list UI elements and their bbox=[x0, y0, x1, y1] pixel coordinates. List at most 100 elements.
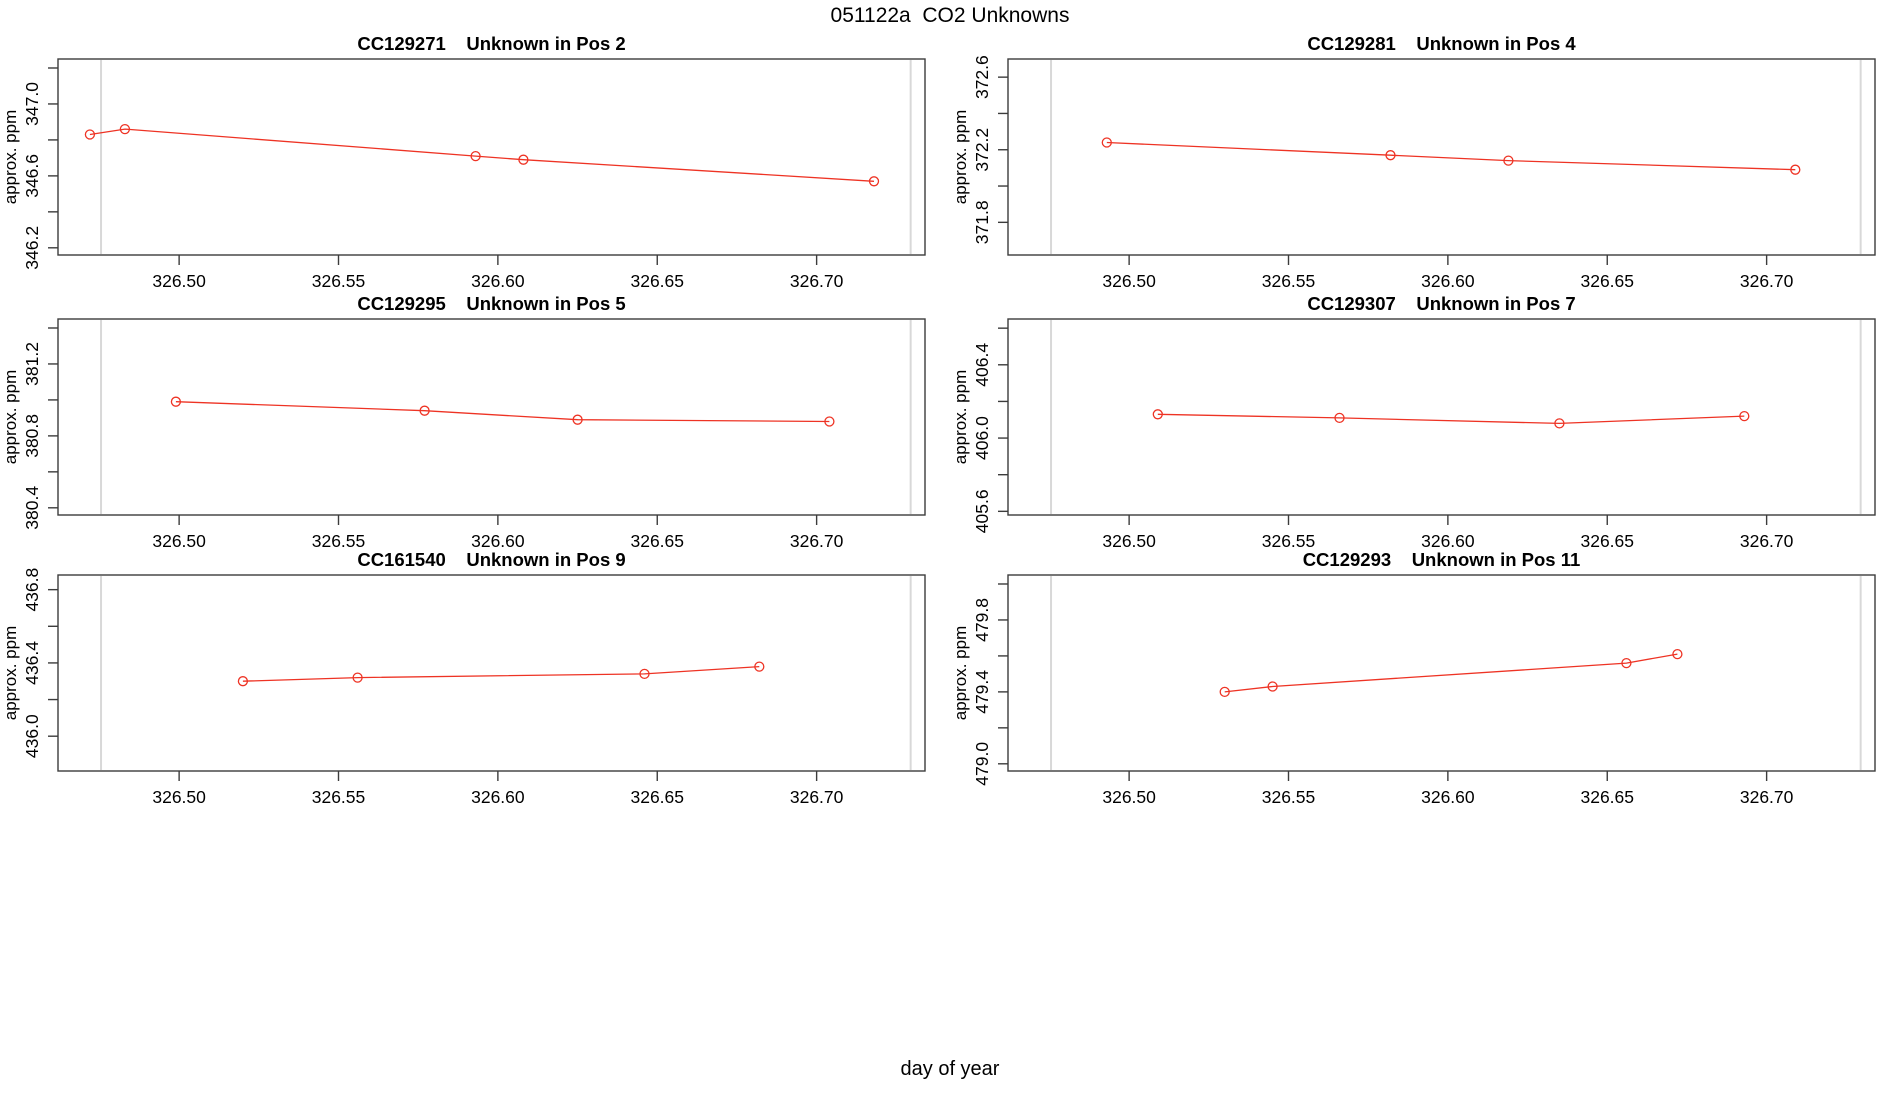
figure-title: 051122a CO2 Unknowns bbox=[830, 4, 1070, 27]
y-axis-title: approx. ppm bbox=[951, 110, 970, 205]
data-line bbox=[175, 401, 830, 423]
y-tick-label: 436.0 bbox=[22, 714, 42, 758]
x-tick-label: 326.60 bbox=[471, 531, 525, 551]
x-tick-label: 326.55 bbox=[1262, 531, 1316, 551]
data-point bbox=[119, 123, 131, 135]
y-tick-label: 372.2 bbox=[972, 128, 992, 172]
x-tick-label: 326.70 bbox=[1740, 531, 1794, 551]
data-point bbox=[1621, 657, 1632, 669]
data-point bbox=[1152, 409, 1163, 420]
data-point bbox=[84, 129, 96, 140]
data-point bbox=[824, 416, 835, 427]
data-point bbox=[572, 414, 583, 425]
data-point bbox=[754, 661, 765, 672]
panel-title: CC129271 Unknown in Pos 2 bbox=[357, 33, 625, 54]
data-point bbox=[419, 405, 430, 416]
x-tick-label: 326.60 bbox=[471, 271, 525, 291]
data-line bbox=[1157, 413, 1745, 425]
x-tick-label: 326.65 bbox=[630, 787, 684, 807]
y-tick-label: 406.0 bbox=[972, 416, 992, 460]
y-tick-label: 436.4 bbox=[22, 641, 42, 685]
panel-box bbox=[57, 318, 926, 516]
data-point bbox=[470, 150, 481, 162]
data-point bbox=[1672, 648, 1683, 660]
x-tick-label: 326.65 bbox=[1580, 787, 1634, 807]
data-point bbox=[352, 672, 363, 683]
data-point bbox=[237, 676, 249, 687]
x-tick-label: 326.50 bbox=[1102, 531, 1156, 551]
y-tick-label: 346.2 bbox=[22, 226, 42, 270]
data-line bbox=[89, 128, 875, 182]
panel-box bbox=[57, 574, 926, 772]
panel-title: CC129293 Unknown in Pos 11 bbox=[1303, 549, 1581, 570]
data-point bbox=[1503, 155, 1514, 166]
x-tick-label: 326.60 bbox=[471, 787, 525, 807]
y-tick-label: 346.6 bbox=[22, 154, 42, 198]
x-tick-label: 326.65 bbox=[630, 531, 684, 551]
x-axis-title: day of year bbox=[900, 1058, 1000, 1080]
y-axis-title: approx. ppm bbox=[1, 110, 20, 205]
y-axis-title: approx. ppm bbox=[1, 626, 20, 721]
x-tick-label: 326.50 bbox=[152, 271, 206, 291]
data-point bbox=[1554, 418, 1565, 429]
y-tick-label: 479.8 bbox=[972, 598, 992, 642]
x-tick-label: 326.65 bbox=[1580, 271, 1634, 291]
x-tick-label: 326.70 bbox=[1740, 271, 1794, 291]
y-tick-label: 479.0 bbox=[972, 742, 992, 786]
x-tick-label: 326.50 bbox=[152, 787, 206, 807]
data-point bbox=[1385, 150, 1396, 161]
x-tick-label: 326.70 bbox=[790, 531, 844, 551]
data-line bbox=[1106, 141, 1796, 171]
data-point bbox=[868, 176, 880, 187]
panel-title: CC129307 Unknown in Pos 7 bbox=[1307, 293, 1575, 314]
x-tick-label: 326.70 bbox=[790, 271, 844, 291]
y-axis-title: approx. ppm bbox=[951, 370, 970, 465]
data-line bbox=[1224, 653, 1678, 693]
y-tick-label: 380.4 bbox=[22, 486, 42, 530]
panel-box bbox=[1007, 574, 1876, 772]
data-point bbox=[170, 396, 182, 407]
data-point bbox=[518, 154, 529, 165]
y-tick-label: 371.8 bbox=[972, 200, 992, 244]
x-tick-label: 326.65 bbox=[1580, 531, 1634, 551]
data-point bbox=[1219, 686, 1230, 698]
x-tick-label: 326.60 bbox=[1421, 531, 1475, 551]
x-tick-label: 326.50 bbox=[1102, 787, 1156, 807]
x-tick-label: 326.55 bbox=[312, 271, 366, 291]
data-point bbox=[1739, 410, 1750, 422]
y-tick-label: 436.8 bbox=[22, 568, 42, 612]
x-tick-label: 326.55 bbox=[1262, 787, 1316, 807]
x-tick-label: 326.60 bbox=[1421, 271, 1475, 291]
x-tick-label: 326.70 bbox=[1740, 787, 1794, 807]
x-tick-label: 326.65 bbox=[630, 271, 684, 291]
panel-title: CC129281 Unknown in Pos 4 bbox=[1307, 33, 1576, 54]
y-tick-label: 406.4 bbox=[972, 343, 992, 387]
panel-title: CC129295 Unknown in Pos 5 bbox=[357, 293, 625, 314]
x-tick-label: 326.60 bbox=[1421, 787, 1475, 807]
x-tick-label: 326.50 bbox=[152, 531, 206, 551]
y-axis-title: approx. ppm bbox=[1, 370, 20, 465]
panel-box bbox=[57, 58, 926, 256]
y-axis-title: approx. ppm bbox=[951, 626, 970, 721]
y-tick-label: 381.2 bbox=[22, 342, 42, 386]
data-point bbox=[639, 668, 650, 680]
y-tick-label: 405.6 bbox=[972, 489, 992, 533]
y-tick-label: 479.4 bbox=[972, 670, 992, 714]
y-tick-label: 372.6 bbox=[972, 55, 992, 99]
data-line bbox=[242, 665, 760, 682]
panel-title: CC161540 Unknown in Pos 9 bbox=[357, 549, 625, 570]
x-tick-label: 326.55 bbox=[312, 787, 366, 807]
data-point bbox=[1101, 137, 1112, 148]
x-tick-label: 326.70 bbox=[790, 787, 844, 807]
data-point bbox=[1267, 681, 1278, 692]
x-tick-label: 326.55 bbox=[312, 531, 366, 551]
y-tick-label: 347.0 bbox=[22, 82, 42, 126]
y-tick-label: 380.8 bbox=[22, 414, 42, 458]
x-tick-label: 326.55 bbox=[1262, 271, 1316, 291]
panel-box bbox=[1007, 58, 1876, 256]
data-point bbox=[1334, 412, 1345, 424]
data-point bbox=[1790, 164, 1801, 175]
x-tick-label: 326.50 bbox=[1102, 271, 1156, 291]
